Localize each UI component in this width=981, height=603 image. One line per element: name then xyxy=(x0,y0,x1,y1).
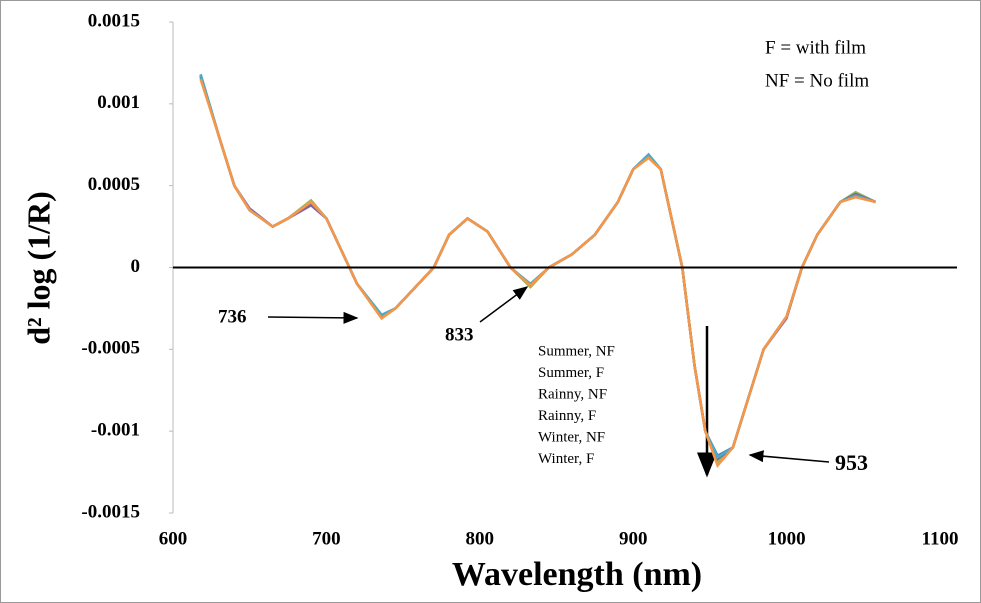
arrow xyxy=(479,286,529,323)
legend-entry: Winter, F xyxy=(538,451,594,467)
y-tick-label: -0.0015 xyxy=(81,501,140,522)
x-tick-label: 1100 xyxy=(922,528,959,549)
arrow xyxy=(748,450,830,463)
annotation: 953 xyxy=(835,450,868,475)
x-tick-label: 1000 xyxy=(768,528,806,549)
legend-entry: Summer, F xyxy=(538,365,604,381)
plot-area xyxy=(199,74,877,468)
series-line xyxy=(199,77,877,465)
x-axis-title: Wavelength (nm) xyxy=(452,556,702,593)
legend-entry: Rainny, F xyxy=(538,408,596,424)
y-tick-label: 0 xyxy=(131,256,141,277)
x-tick-label: 700 xyxy=(312,528,341,549)
annotation: NF = No film xyxy=(765,70,869,91)
annotation: 833 xyxy=(445,324,474,345)
annotation: F = with film xyxy=(765,37,866,58)
legend-entry: Summer, NF xyxy=(538,343,615,359)
y-tick-label: -0.0005 xyxy=(81,338,140,359)
y-tick-label: 0.0015 xyxy=(88,10,140,31)
x-tick-label: 900 xyxy=(619,528,648,549)
y-tick-label: -0.001 xyxy=(91,420,140,441)
legend-entry: Rainny, NF xyxy=(538,386,607,402)
arrow xyxy=(267,311,359,324)
x-tick-label: 600 xyxy=(159,528,188,549)
y-tick-label: 0.001 xyxy=(97,92,140,113)
x-tick-label: 800 xyxy=(466,528,495,549)
series-line xyxy=(199,78,876,468)
legend-entry: Winter, NF xyxy=(538,429,605,445)
annotation: 736 xyxy=(218,306,247,327)
y-axis-title: d² log (1/R) xyxy=(20,191,56,345)
y-tick-label: 0.0005 xyxy=(88,174,140,195)
